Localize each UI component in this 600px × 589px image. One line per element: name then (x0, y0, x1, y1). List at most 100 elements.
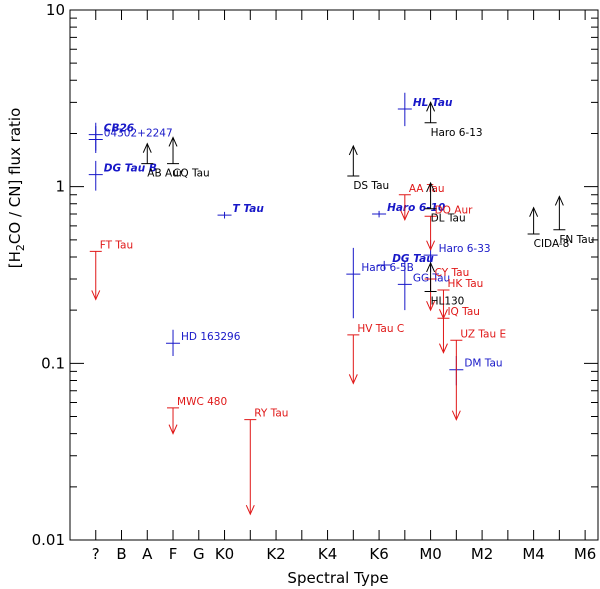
arrow-up (426, 101, 436, 112)
error-bar (397, 260, 412, 311)
detection-point (346, 247, 361, 319)
x-tick-label: M4 (522, 545, 545, 563)
upper-limit-point (89, 250, 102, 301)
point-label: CIDA-8 (534, 238, 570, 250)
point-label: Haro 6-33 (439, 243, 491, 255)
point-label: HD 163296 (181, 331, 241, 343)
lower-limit-point (553, 195, 566, 231)
point-label: AB Aur (147, 168, 184, 180)
y-tick-label: 10 (46, 1, 65, 19)
point-label: FN Tau (559, 234, 594, 246)
arrow-down (245, 504, 255, 516)
lower-limit-bar (424, 182, 437, 210)
upper-limit-point (424, 215, 437, 251)
arrow-down (348, 374, 358, 385)
lower-limit-point (167, 136, 180, 165)
arrow-down (426, 240, 436, 251)
point-label: UZ Tau E (460, 328, 506, 340)
upper-limit-bar (398, 194, 411, 220)
error-bar (372, 210, 387, 218)
arrow-down (439, 343, 448, 354)
x-tick-label: K6 (369, 545, 388, 563)
x-tick-label: K0 (215, 545, 234, 563)
y-tick-label: 1 (55, 178, 65, 196)
upper-limit-bar (450, 339, 463, 420)
error-bar (166, 329, 181, 357)
lower-limit-bar (424, 102, 437, 124)
y-axis-title-prefix: [H (6, 251, 24, 268)
upper-limit-bar (347, 334, 360, 384)
point-label: RY Tau (254, 408, 288, 420)
point-label: CB26 (104, 123, 134, 135)
lower-limit-bar (553, 196, 566, 231)
y-tick-label: 0.1 (41, 354, 65, 372)
upper-limit-point (450, 339, 463, 421)
lower-limit-point (424, 261, 437, 293)
point-label: CQ Tau (173, 168, 210, 180)
x-tick-label: M0 (419, 545, 442, 563)
point-label: DM Tau (464, 358, 502, 370)
x-tick-label: G (193, 545, 205, 563)
point-label: HK Tau (447, 278, 483, 290)
arrow-up (348, 144, 358, 156)
lower-limit-bar (527, 207, 540, 235)
y-axis-title-subscript: 2 (14, 244, 27, 251)
upper-limit-point (347, 334, 360, 385)
error-bar (88, 126, 103, 154)
arrow-up (168, 136, 178, 147)
point-label: CY Tau (435, 267, 470, 279)
arrow-down (91, 290, 101, 301)
lower-limit-bar (424, 262, 437, 293)
arrow-up (426, 181, 436, 193)
upper-limit-bar (424, 215, 437, 250)
error-bar (397, 92, 412, 127)
lower-limit-point (424, 181, 437, 210)
arrow-up (529, 206, 539, 217)
x-tick-label: K2 (266, 545, 285, 563)
arrow-up (554, 195, 564, 206)
detection-point (217, 211, 232, 219)
lower-limit-point (141, 142, 154, 165)
lower-limit-point (347, 144, 360, 177)
upper-limit-bar (437, 317, 450, 353)
lower-limit-point (527, 206, 540, 235)
y-axis: 0.01 0.1 1 10 (32, 1, 598, 549)
y-axis-title-suffix: CO / CN] flux ratio (6, 108, 24, 244)
x-tick-label: A (142, 545, 153, 563)
error-bar (346, 247, 361, 319)
upper-limit-bar (167, 407, 180, 434)
point-label: 04302+2247 (104, 127, 173, 139)
point-label: T Tau (233, 203, 265, 215)
plot-frame (69, 9, 599, 541)
detection-point (88, 126, 103, 154)
point-label: DG Tau B (104, 163, 157, 175)
x-tick-label: K4 (318, 545, 337, 563)
detection-point (377, 260, 392, 270)
plot-border (69, 9, 599, 541)
upper-limit-point (167, 407, 180, 435)
upper-limit-point (244, 419, 257, 516)
point-label: HL130 (431, 296, 465, 308)
point-label: DG Tau (392, 253, 434, 265)
x-tick-label: ? (92, 545, 100, 563)
detection-point (166, 329, 181, 357)
point-label: IQ Tau (447, 306, 479, 318)
y-tick-label: 0.01 (32, 531, 65, 549)
x-axis: ? B A F G K0 K2 K4 K6 M0 M2 M4 M6 (92, 10, 597, 563)
upper-limit-bar (89, 250, 102, 300)
x-tick-label: M6 (574, 545, 597, 563)
lower-limit-point (424, 101, 437, 124)
detection-point (397, 260, 412, 311)
error-bar (88, 160, 103, 191)
arrow-down (400, 210, 410, 221)
error-bar (377, 260, 392, 270)
lower-limit-bar (167, 137, 180, 165)
y-axis-title: [H2CO / CN] flux ratio (6, 108, 27, 269)
point-label: MWC 480 (177, 396, 227, 408)
arrow-down (168, 424, 178, 435)
x-tick-label: F (169, 545, 178, 563)
x-tick-label: M2 (471, 545, 494, 563)
upper-limit-point (437, 317, 450, 354)
